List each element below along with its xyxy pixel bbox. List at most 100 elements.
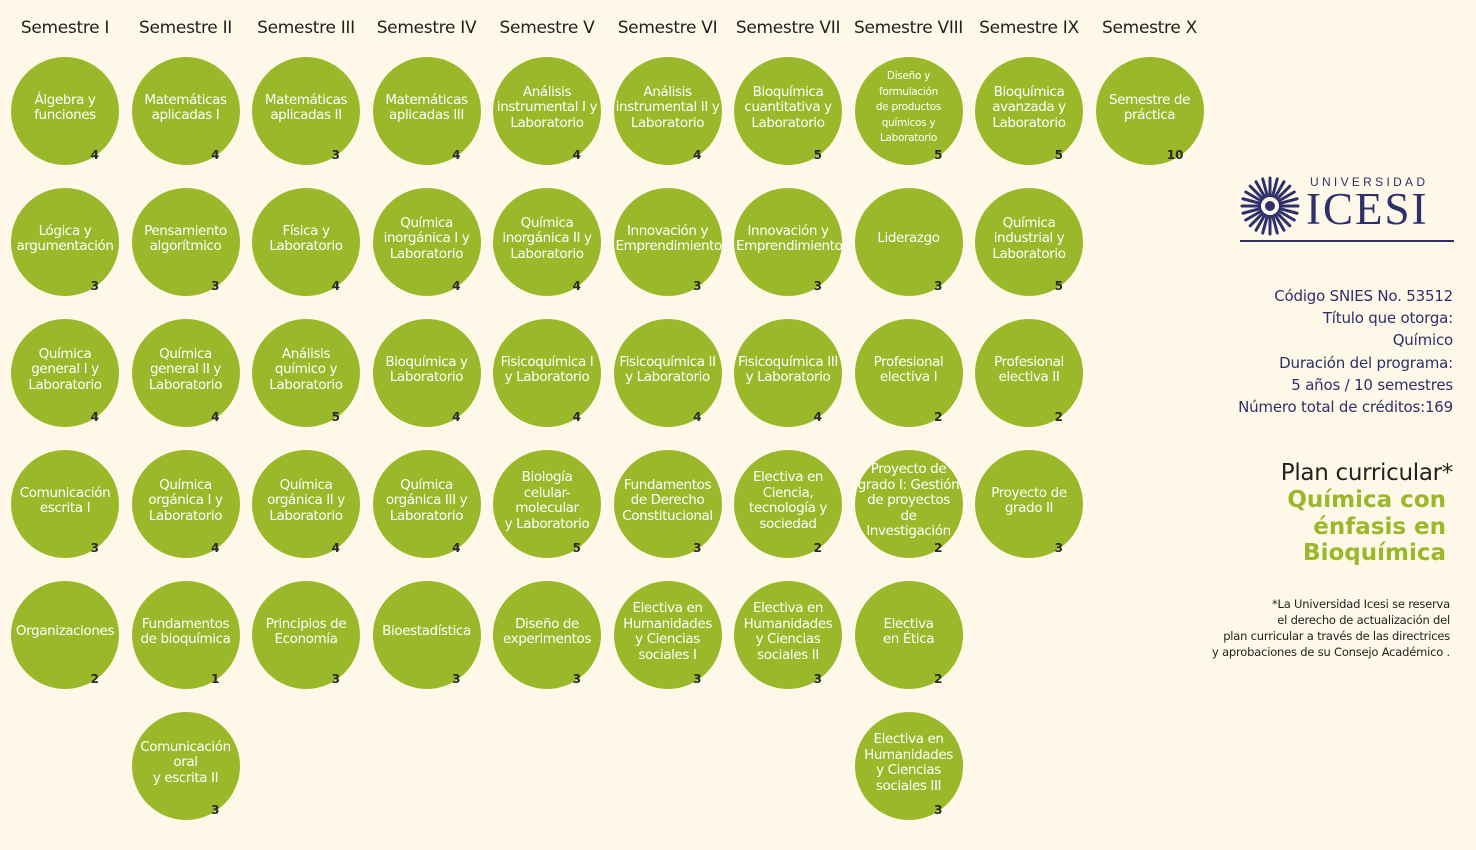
course-circle: Química orgánica I y Laboratorio 4 [131, 450, 240, 558]
course-circle: Innovación y Emprendimiento 3 [734, 188, 843, 296]
course-circle: Química general II y Laboratorio 4 [131, 319, 240, 427]
semester-header: Semestre IX [979, 18, 1079, 38]
course-circle: Electiva en Ética 2 [854, 581, 963, 689]
course-circle: Fisicoquímica III y Laboratorio 4 [734, 319, 842, 427]
course-circle: Matemáticas aplicadas III 4 [372, 57, 481, 165]
course-credits: 5 [1054, 148, 1063, 162]
course-circle: Matemáticas aplicadas I 4 [131, 57, 240, 165]
course-name: Análisis químico y Laboratorio [269, 345, 343, 393]
course-circle: Profesional electiva I 2 [854, 319, 963, 427]
course-name: Comunicación oral y escrita II [140, 738, 231, 786]
course-name: Bioquímica cuantitativa y Laboratorio [744, 83, 832, 131]
course-name: Innovación y Emprendimiento [615, 222, 723, 254]
course-name: Bioquímica y Laboratorio [385, 353, 468, 385]
semester-header: Semestre I [20, 18, 110, 38]
course-name: Análisis instrumental I y Laboratorio [496, 83, 598, 131]
course-circle: Bioestadística 3 [372, 581, 481, 689]
course-circle: Proyecto de grado II 3 [975, 450, 1083, 558]
course-name: Organizaciones [15, 623, 115, 640]
semester-header: Semestre VII [735, 18, 841, 38]
icesi-emblem-icon [1240, 176, 1300, 236]
course-circle: Física y Laboratorio 4 [252, 188, 360, 296]
course-circle: Fisicoquímica I y Laboratorio 4 [493, 319, 601, 427]
course-circle: Bioquímica avanzada y Laboratorio 5 [975, 57, 1083, 165]
course-credits: 4 [452, 148, 461, 162]
course-circle: Semestre de práctica 10 [1095, 57, 1204, 165]
course-credits: 2 [934, 541, 943, 555]
course-name: Innovación y Emprendimiento [736, 222, 843, 254]
course-credits: 4 [452, 279, 461, 293]
course-circle: Química general I y Laboratorio 4 [11, 319, 119, 427]
logo-main-text: ICESI [1306, 184, 1429, 234]
course-circle: Electiva en Humanidades y Ciencias socia… [613, 581, 722, 689]
course-name: Fundamentos de Derecho Constitucional [622, 476, 713, 524]
course-circle: Principios de Economía 3 [252, 581, 360, 689]
course-credits: 4 [572, 410, 581, 424]
course-name: Química orgánica I y Laboratorio [148, 476, 223, 524]
course-circle: Lógica y argumentación 3 [11, 188, 119, 296]
course-name: Matemáticas aplicadas I [144, 91, 227, 123]
course-circle: Química orgánica III y Laboratorio 4 [372, 450, 481, 558]
course-credits: 4 [331, 541, 340, 555]
course-circle: Fundamentos de bioquímica 1 [131, 581, 240, 689]
course-circle: Matemáticas aplicadas II 3 [252, 57, 360, 165]
plan-subtitle: Química con énfasis en Bioquímica [1287, 487, 1446, 566]
course-circle: Química inorgánica I y Laboratorio 4 [372, 188, 481, 296]
program-info: Código SNIES No. 53512 Título que otorga… [1238, 285, 1453, 418]
course-credits: 3 [331, 672, 340, 686]
course-credits: 3 [693, 279, 702, 293]
course-circle: Electiva en Humanidades y Ciencias socia… [734, 581, 842, 689]
course-name: Fisicoquímica III y Laboratorio [738, 353, 838, 385]
course-name: Diseño de experimentos [502, 615, 592, 647]
course-name: Química industrial y Laboratorio [992, 214, 1066, 262]
course-circle: Biología celular-molecular y Laboratorio… [493, 450, 601, 558]
course-name: Fisicoquímica I y Laboratorio [500, 353, 594, 385]
course-credits: 3 [934, 803, 943, 817]
course-credits: 2 [90, 672, 99, 686]
course-circle: Pensamiento algorítmico 3 [131, 188, 240, 296]
course-name: Principios de Economía [265, 615, 347, 647]
course-circle: Análisis instrumental I y Laboratorio 4 [493, 57, 601, 165]
course-circle: Comunicación escrita I 3 [11, 450, 119, 558]
course-credits: 4 [693, 148, 702, 162]
course-credits: 4 [90, 148, 99, 162]
course-credits: 4 [90, 410, 99, 424]
logo-top-text: UNIVERSIDAD [1310, 175, 1429, 189]
course-name: Química general I y Laboratorio [28, 345, 102, 393]
course-credits: 3 [331, 148, 340, 162]
course-credits: 4 [572, 279, 581, 293]
course-credits: 3 [90, 279, 99, 293]
course-credits: 5 [331, 410, 340, 424]
course-name: Bioestadística [382, 623, 471, 640]
course-name: Matemáticas aplicadas III [385, 91, 468, 123]
course-name: Profesional electiva I [873, 353, 944, 385]
course-name: Semestre de práctica [1109, 91, 1190, 123]
course-name: Química general II y Laboratorio [148, 345, 223, 393]
course-name: Química inorgánica I y Laboratorio [383, 214, 470, 262]
course-circle: Química inorgánica II y Laboratorio 4 [493, 188, 601, 296]
semester-header: Semestre X [1102, 18, 1197, 38]
course-name: Liderazgo [877, 230, 940, 247]
course-credits: 2 [934, 672, 943, 686]
course-name: Fundamentos de bioquímica [140, 615, 231, 647]
course-name: Electiva en Humanidades y Ciencias socia… [864, 731, 953, 794]
course-name: Comunicación escrita I [19, 484, 111, 516]
course-circle: Comunicación oral y escrita II 3 [131, 712, 240, 820]
course-credits: 4 [211, 541, 220, 555]
course-circle: Profesional electiva II 2 [975, 319, 1083, 427]
course-circle: Innovación y Emprendimiento 3 [613, 188, 723, 296]
semester-header: Semestre IV [376, 18, 477, 38]
course-credits: 3 [211, 803, 220, 817]
course-credits: 3 [934, 279, 943, 293]
course-circle: Álgebra y funciones 4 [11, 57, 119, 165]
course-credits: 4 [211, 410, 220, 424]
course-name: Física y Laboratorio [269, 222, 343, 254]
course-credits: 2 [1054, 410, 1063, 424]
course-credits: 10 [1166, 148, 1184, 162]
course-circle: Química industrial y Laboratorio 5 [975, 188, 1083, 296]
course-circle: Análisis químico y Laboratorio 5 [252, 319, 360, 427]
course-name: Pensamiento algorítmico [144, 222, 227, 254]
course-credits: 2 [934, 410, 943, 424]
course-credits: 3 [813, 279, 822, 293]
semester-header: Semestre VIII [853, 18, 964, 38]
